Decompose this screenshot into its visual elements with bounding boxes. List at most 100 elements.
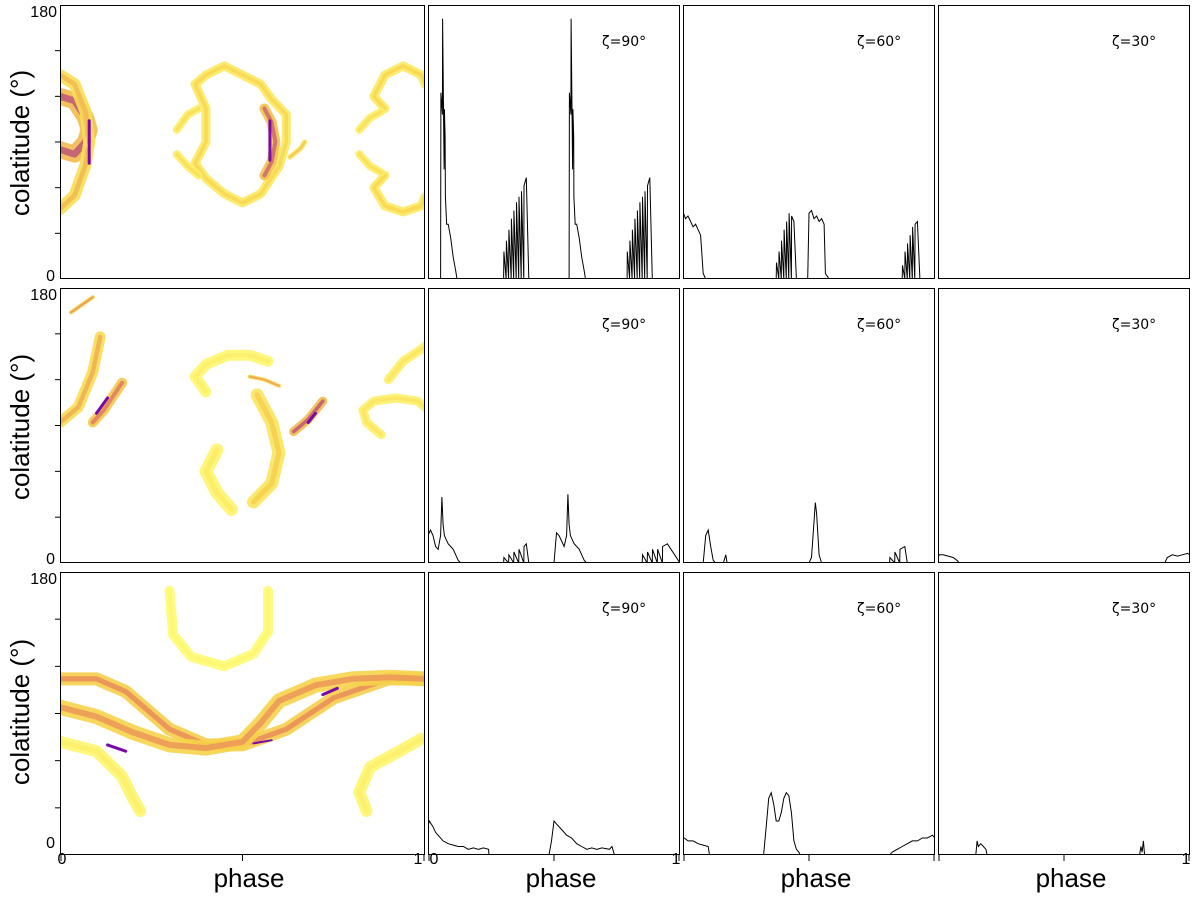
- col1-xlabel: phase: [214, 863, 285, 893]
- row1-zeta60-zeta-label: ζ=60°: [857, 34, 901, 50]
- row2-zeta60-panel: ζ=60°: [683, 288, 935, 563]
- row1-map-band-core-7: [372, 64, 425, 111]
- row3-zeta90-plot-area: [428, 819, 680, 855]
- row2-map-band-core-8: [361, 396, 425, 437]
- row3-zeta60-zeta-label: ζ=60°: [857, 601, 901, 617]
- row3-zeta60-frame: [683, 572, 935, 855]
- row2-map-band-core-2: [192, 353, 271, 395]
- col2-xtick-0: 0: [430, 851, 439, 868]
- row1-zeta90-panel: ζ=90°: [428, 5, 680, 279]
- labels-layer: colatitude (°) colatitude (°) colatitude…: [5, 4, 1191, 893]
- row2-map-frame: [60, 288, 425, 563]
- row1-zeta90-frame: [428, 5, 680, 279]
- row1-zeta90-zeta-label: ζ=90°: [602, 34, 646, 50]
- row1-ytick-0: 0: [46, 268, 55, 285]
- row3-zeta90-frame: [428, 572, 680, 855]
- row2-map-band-core-9: [386, 344, 425, 382]
- row2-zeta60-curve: [683, 502, 935, 563]
- col2-xtick-1: 1: [672, 851, 681, 868]
- row1-map-band-core-9: [357, 110, 383, 132]
- row1-zeta90-curve: [428, 18, 680, 279]
- row2-ylabel: colatitude (°): [5, 354, 35, 500]
- row3-zeta30-zeta-label: ζ=30°: [1112, 601, 1156, 617]
- row2-map-band-5: [60, 331, 106, 428]
- row3-zeta30-panel: ζ=30°: [938, 572, 1190, 861]
- row3-map-peak-0: [321, 686, 339, 697]
- row3-zeta30-plot-area: [938, 840, 1190, 855]
- row2-zeta30-zeta-label: ζ=30°: [1112, 317, 1156, 333]
- row1-map-band-core-3: [193, 64, 289, 205]
- row1-map-band-core-10: [357, 152, 383, 174]
- row2-map-band-core-5: [60, 334, 103, 425]
- row2-map-panel: [55, 288, 425, 563]
- row1-zeta60-frame: [683, 5, 935, 279]
- row1-zeta60-curve: [683, 209, 935, 279]
- panels-layer: ζ=90° ζ=60° ζ=30° ζ=90° ζ=60° ζ=30° ζ=90° ζ=60°…: [55, 5, 1190, 861]
- row3-ylabel: colatitude (°): [5, 639, 35, 785]
- row2-ytick-0: 0: [46, 551, 55, 568]
- row1-map-band-core-8: [372, 173, 425, 214]
- row1-map-panel: [55, 5, 425, 279]
- row1-zeta60-panel: ζ=60°: [683, 5, 935, 279]
- row1-zeta60-plot-area: [683, 209, 935, 279]
- row3-zeta90-zeta-label: ζ=90°: [602, 601, 646, 617]
- row2-zeta90-panel: ζ=90°: [428, 288, 680, 563]
- row2-map-band-core-7: [248, 375, 280, 387]
- row3-map-peak-2: [252, 739, 273, 745]
- row1-map-plot-area: [60, 61, 425, 217]
- row2-zeta90-plot-area: [428, 494, 680, 563]
- row1-zeta30-panel: ζ=30°: [938, 5, 1190, 279]
- row3-zeta30-curve: [938, 840, 1190, 855]
- row3-zeta60-panel: ζ=60°: [683, 572, 935, 861]
- row2-map-band-core-1: [250, 392, 282, 505]
- row1-map-band-core-1: [60, 139, 92, 212]
- row3-ytick-0: 0: [46, 835, 55, 852]
- row2-map-band-core-4: [90, 380, 125, 425]
- row3-map-band-core-2: [60, 674, 425, 752]
- col2-xlabel: phase: [526, 863, 597, 893]
- row2-zeta90-frame: [428, 288, 680, 563]
- row1-zeta90-plot-area: [428, 18, 680, 279]
- col4-xtick-1: 1: [1182, 851, 1191, 868]
- row3-zeta30-frame: [938, 572, 1190, 855]
- row2-zeta60-zeta-label: ζ=60°: [857, 317, 901, 333]
- row1-ytick-180: 180: [30, 4, 57, 21]
- row2-map-plot-area: [60, 295, 425, 516]
- row1-map-band-core-6: [262, 106, 278, 178]
- row2-zeta60-frame: [683, 288, 935, 563]
- row3-zeta90-panel: ζ=90°: [428, 572, 680, 861]
- row1-map-band-core-4: [175, 106, 201, 132]
- row2-zeta30-curve: [938, 552, 1190, 563]
- row3-map-peak-1: [106, 743, 128, 753]
- row2-zeta90-curve: [428, 494, 680, 563]
- row3-map-plot-area: [60, 585, 425, 817]
- row2-ytick-180: 180: [30, 287, 57, 304]
- row3-ytick-180: 180: [30, 571, 57, 588]
- row2-zeta30-frame: [938, 288, 1190, 563]
- row3-zeta60-plot-area: [683, 791, 935, 855]
- row2-zeta30-panel: ζ=30°: [938, 288, 1190, 563]
- row3-map-frame: [60, 572, 425, 855]
- row2-zeta60-plot-area: [683, 502, 935, 563]
- row3-zeta60-curve: [683, 791, 935, 855]
- col3-xlabel: phase: [781, 863, 852, 893]
- col1-xtick-0: 0: [58, 851, 67, 868]
- row3-map-band-core-0: [167, 588, 270, 669]
- row2-map-peak-0: [306, 411, 317, 424]
- row1-zeta30-frame: [938, 5, 1190, 279]
- row1-ylabel: colatitude (°): [5, 70, 35, 216]
- row1-zeta30-zeta-label: ζ=30°: [1112, 34, 1156, 50]
- row1-map-band-core-5: [175, 152, 201, 178]
- row3-map-band-core-4: [356, 736, 424, 814]
- row2-map-band-core-0: [203, 447, 235, 513]
- col1-xtick-1: 1: [414, 851, 423, 868]
- row1-map-band-core-2: [60, 72, 92, 145]
- row2-map-peak-1: [95, 396, 109, 415]
- row2-zeta90-zeta-label: ζ=90°: [602, 317, 646, 333]
- row3-map-band-core-3: [60, 739, 143, 814]
- row2-map-band-core-6: [291, 399, 325, 434]
- row1-map-band-core-11: [288, 141, 306, 159]
- row2-zeta30-plot-area: [938, 552, 1190, 563]
- row2-map-band-2: [189, 349, 274, 398]
